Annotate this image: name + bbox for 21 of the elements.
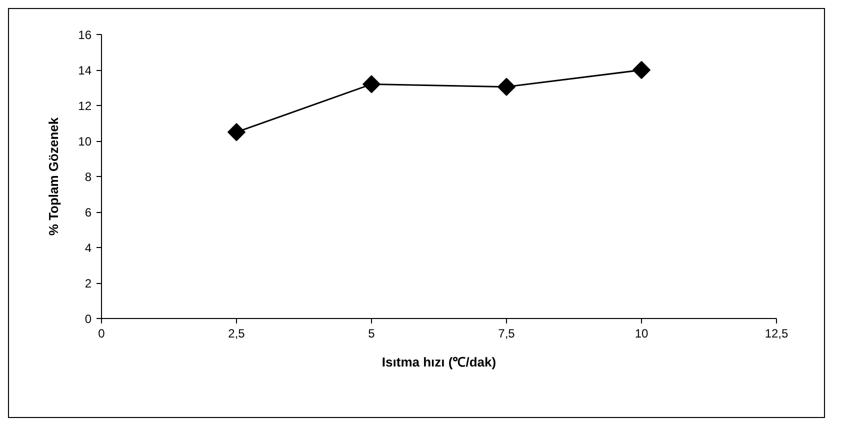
y-tick-label: 2 bbox=[84, 276, 92, 290]
y-tick-label: 6 bbox=[84, 206, 92, 220]
y-tick-label: 4 bbox=[84, 241, 92, 255]
x-axis-title: Isıtma hızı (℃/dak) bbox=[382, 354, 496, 370]
point bbox=[228, 123, 246, 142]
y-tick-label: 10 bbox=[78, 134, 92, 148]
x-tick-label: 12,5 bbox=[764, 326, 789, 340]
x-tick-label: 0 bbox=[98, 326, 106, 340]
y-tick-label: 8 bbox=[84, 170, 92, 184]
point bbox=[362, 75, 380, 94]
x-tick-label: 5 bbox=[368, 326, 376, 340]
x-tick-label: 7,5 bbox=[498, 326, 516, 340]
point bbox=[632, 61, 650, 79]
y-tick-label: 12 bbox=[78, 99, 92, 113]
y-tick-label: 14 bbox=[78, 64, 92, 78]
y-tick-label: 16 bbox=[78, 28, 92, 42]
point bbox=[498, 78, 516, 96]
x-tick-label: 2,5 bbox=[228, 326, 246, 340]
y-axis-title: % Toplam Gözenek bbox=[46, 116, 62, 236]
y-tick-label: 0 bbox=[84, 312, 92, 326]
x-tick-label: 10 bbox=[634, 326, 648, 340]
